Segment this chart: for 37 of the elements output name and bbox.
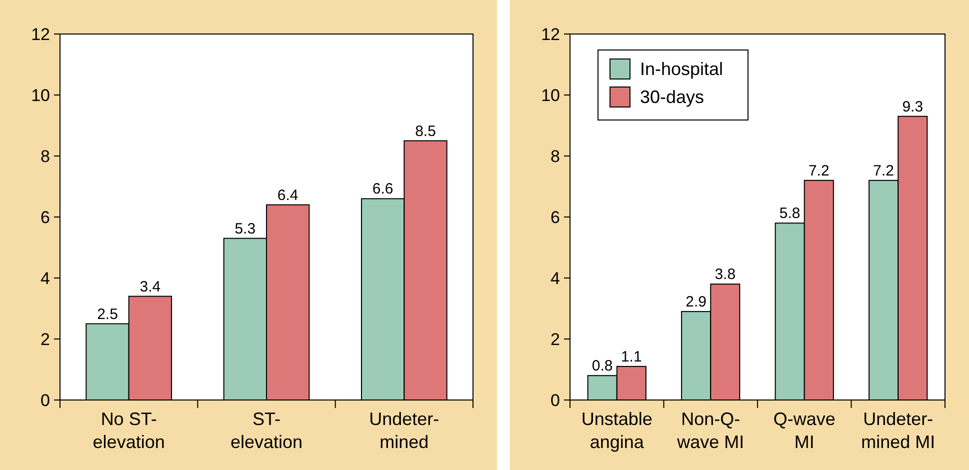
x-tick-label: Non-Q- wave MI [676,409,744,452]
y-tick-label: 0 [550,391,560,410]
y-tick-label: 10 [541,86,560,105]
x-tick-label: Undeter- mined MI [861,409,936,452]
data-label: 0.8 [592,358,613,375]
data-label: 7.2 [873,162,894,180]
x-tick-label: Q-wave MI [773,409,836,452]
y-tick-label: 8 [550,147,560,166]
y-tick-label: 6 [550,208,560,227]
legend-label: 30-days [640,87,704,107]
data-label: 8.5 [415,122,436,140]
data-label: 2.9 [686,294,707,311]
y-tick-label: 4 [550,269,560,288]
x-tick-label: ST- elevation [230,409,303,452]
data-label: 5.8 [779,205,800,222]
x-tick-label: Undeter- mined [369,409,440,452]
data-label: 3.8 [714,266,736,284]
data-label: 5.3 [234,220,256,238]
data-label: 9.3 [902,98,924,116]
y-tick-label: 4 [40,269,50,288]
y-tick-label: 8 [40,147,50,166]
data-label: 6.4 [277,186,298,204]
y-tick-label: 12 [31,25,50,44]
data-label: 6.6 [372,180,394,198]
x-tick-label: Unstable angina [581,409,652,452]
y-tick-label: 12 [541,25,560,44]
y-tick-label: 2 [550,330,560,349]
y-tick-label: 6 [40,208,50,227]
y-tick-label: 2 [40,330,50,349]
y-tick-label: 0 [40,391,50,410]
data-label: 3.4 [140,278,161,296]
x-tick-label: No ST- elevation [92,409,165,452]
legend-label: In-hospital [640,59,724,79]
y-tick-label: 10 [31,86,50,105]
data-label: 7.2 [808,162,830,180]
data-label: 1.1 [620,348,642,366]
data-label: 2.5 [97,306,118,323]
